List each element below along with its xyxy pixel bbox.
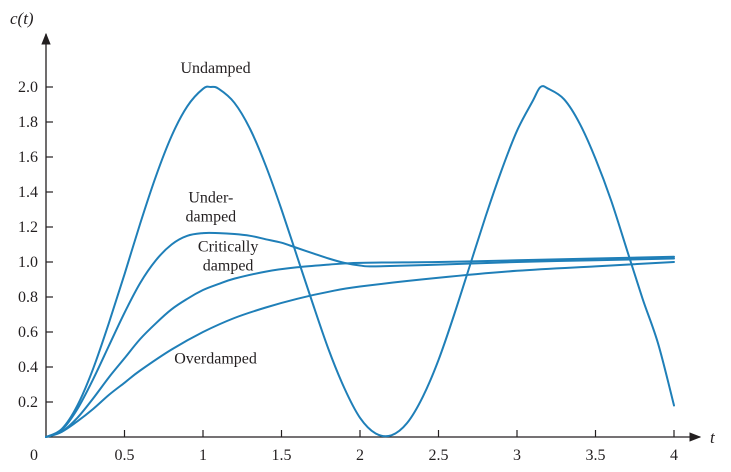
series-group (45, 85, 675, 438)
x-tick-label: 2.5 (429, 447, 449, 464)
y-tick-label: 0.6 (18, 324, 38, 341)
curve-label-critically-damped: Critically (198, 239, 258, 256)
curve-labels: Undamped Under-damped Critically damped Over… (174, 60, 258, 368)
curve-label-overdamped: Overdamped (174, 351, 257, 368)
y-tick-label: 2.0 (18, 79, 38, 96)
y-tick-label: 1.4 (18, 184, 38, 201)
y-tick-label: 1.2 (18, 219, 38, 236)
ticks: 0.5 1 1.5 2 2.5 3 3.5 4 0.2 0.4 0.6 0.8 1.0 1.2 1.4 1.6… (18, 79, 678, 464)
y-axis-title: c(t) (10, 9, 34, 28)
x-tick-label: 1.5 (272, 447, 292, 464)
y-tick-label: 1.0 (18, 254, 38, 271)
y-tick-label: 1.8 (18, 114, 38, 131)
x-tick-label: 3 (513, 447, 521, 464)
curve-label-under-damped: damped (186, 209, 237, 226)
y-tick-label: 0.8 (18, 289, 38, 306)
y-tick-label: 1.6 (18, 149, 38, 166)
x-tick-label: 4 (670, 447, 678, 464)
x-axis-title: t (710, 428, 716, 447)
x-tick-label: 1 (199, 447, 207, 464)
curve-label-critically-damped: damped (203, 258, 254, 275)
series-line-overdamped (45, 261, 675, 438)
y-tick-label: 0.2 (18, 394, 38, 411)
curve-label-undamped: Undamped (180, 60, 250, 77)
series-line-under-damped (45, 231, 675, 438)
x-tick-label: 0.5 (115, 447, 135, 464)
series-line-critically-damped (45, 255, 675, 438)
curve-label-under-damped: Under- (188, 190, 233, 207)
y-tick-label: 0.4 (18, 359, 38, 376)
x-tick-label: 3.5 (586, 447, 606, 464)
origin-label: 0 (30, 447, 38, 464)
x-tick-label: 2 (356, 447, 364, 464)
axes (41, 32, 702, 442)
series-line-undamped (45, 85, 675, 438)
